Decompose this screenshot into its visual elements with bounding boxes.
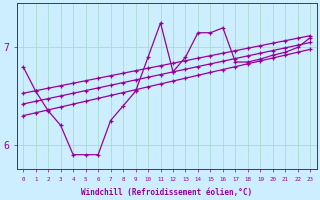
X-axis label: Windchill (Refroidissement éolien,°C): Windchill (Refroidissement éolien,°C) xyxy=(81,188,252,197)
